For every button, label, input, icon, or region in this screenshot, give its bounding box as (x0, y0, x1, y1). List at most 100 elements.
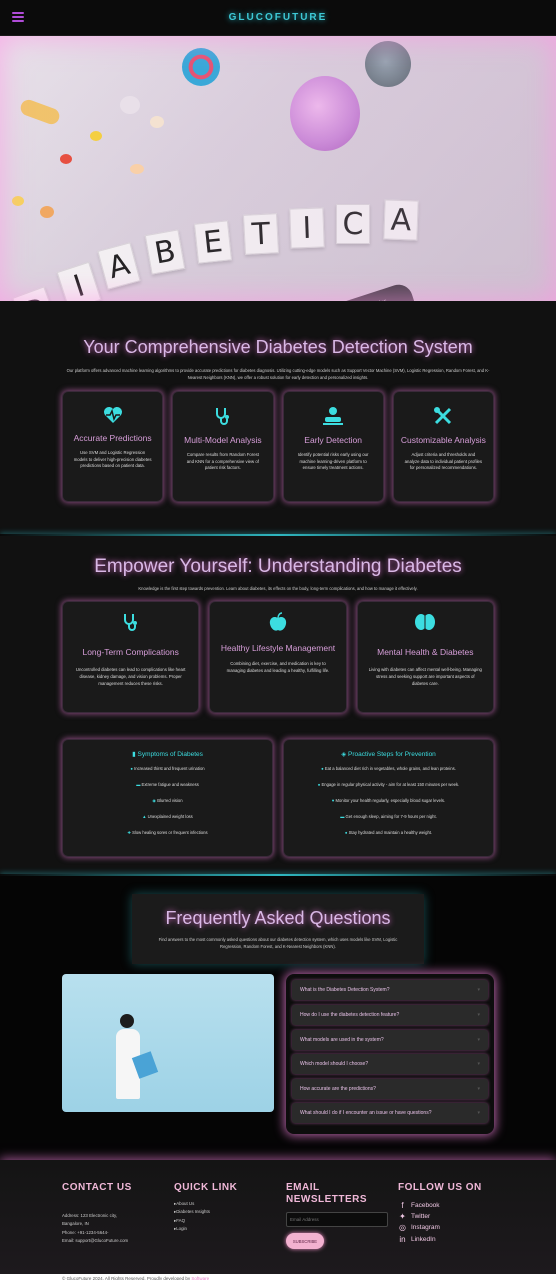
faq-question[interactable]: How accurate are the predictions? ▾ (292, 1078, 488, 1099)
hero-overlay (0, 36, 556, 301)
bullet-icon: ▸ (174, 1217, 177, 1223)
lid-image (365, 41, 411, 87)
contact-line: Bangalore, IN (62, 1221, 89, 1227)
symptom-item: ✚ Slow healing sores or frequent infecti… (127, 829, 208, 835)
doctor-icon (322, 406, 344, 429)
doctor-image (62, 974, 274, 1113)
quick-link-faq[interactable]: ▸FAQ (174, 1217, 186, 1223)
faq-body: What is the Diabetes Detection System? ▾ … (62, 974, 494, 1134)
social-link-twitter[interactable]: ✦ Twitter (399, 1212, 431, 1222)
info-card[interactable]: Long-Term Complications Uncontrolled dia… (62, 600, 200, 713)
chevron-down-icon: ▾ (477, 1012, 480, 1019)
feature-card[interactable]: Accurate Predictions Use SVM and Logisti… (62, 391, 164, 503)
faq-header: Frequently Asked Questions Find answers … (132, 894, 424, 965)
faq-accordion: What is the Diabetes Detection System? ▾ … (286, 974, 494, 1134)
feature-card[interactable]: Early Detection Identify potential risks… (282, 391, 384, 503)
faq-question[interactable]: What models are used in the system? ▾ (292, 1029, 488, 1050)
candy-image (120, 96, 140, 114)
info-title: Healthy Lifestyle Management (220, 642, 336, 653)
contact-line: Email: support@GlucoFuture.com (62, 1238, 129, 1244)
bullet-icon: ▸ (174, 1209, 177, 1215)
quick-link-insights[interactable]: ▸Diabetes Insights (174, 1209, 210, 1215)
feature-card[interactable]: Multi-Model Analysis Compare results fro… (172, 391, 274, 503)
candy-image (90, 131, 102, 141)
symptoms-card: ▮ Symptoms of Diabetes ● Increased thirs… (62, 738, 273, 857)
chevron-down-icon: ▾ (477, 987, 480, 994)
battery-icon: ▬ (136, 781, 142, 787)
social-link-linkedin[interactable]: in LinkedIn (399, 1234, 436, 1244)
subscribe-button[interactable]: SUBSCRIBE (286, 1233, 324, 1249)
bullet-icon: ▸ (174, 1226, 177, 1232)
newsletter-email-input[interactable] (286, 1212, 388, 1227)
quick-link-login[interactable]: ▸Login (174, 1226, 187, 1232)
quick-link-about[interactable]: ▸About Us (174, 1201, 195, 1206)
apple-icon (269, 611, 287, 635)
faq-question[interactable]: What is the Diabetes Detection System? ▾ (292, 980, 488, 1001)
feature-title: Accurate Predictions (73, 433, 152, 444)
prevention-title: ◈ Proactive Steps for Prevention (341, 750, 436, 758)
author-link[interactable]: Software (191, 1276, 210, 1280)
info-card[interactable]: Mental Health & Diabetes Living with dia… (356, 600, 494, 713)
brand-logo[interactable]: GLUCOFUTURE (228, 12, 328, 23)
stethoscope-icon (213, 406, 233, 429)
bullet-icon: ▸ (174, 1201, 177, 1206)
weight-icon: ▲ (142, 813, 148, 819)
intro-title: Your Comprehensive Diabetes Detection Sy… (83, 337, 473, 357)
section-divider (0, 534, 556, 536)
prevention-item: ● Stay hydrated and maintain a healthy w… (344, 829, 433, 835)
prevention-item: ● Eat a balanced diet rich in vegetables… (321, 765, 456, 771)
linkedin-icon: in (399, 1234, 406, 1244)
feature-desc: Use SVM and Logistic Regression models t… (73, 449, 152, 469)
clipboard-icon: ▮ (132, 750, 138, 758)
info-title: Long-Term Complications (82, 646, 179, 657)
symptom-item: ▲ Unexplained weight loss (142, 813, 193, 819)
faq-title: Frequently Asked Questions (165, 908, 391, 928)
faq-subtitle: Find answers to the most commonly asked … (158, 937, 398, 949)
intro-subtitle: Our platform offers advanced machine lea… (66, 368, 490, 380)
hamburger-icon[interactable] (12, 12, 24, 22)
leaf-icon: ● (321, 765, 325, 771)
feature-title: Multi-Model Analysis (184, 435, 262, 446)
top-navbar: GLUCOFUTURE (0, 0, 556, 36)
social-link-facebook[interactable]: f Facebook (398, 1200, 498, 1211)
footer: CONTACT US Address: 123 Electronic city,… (0, 1160, 556, 1280)
info-card[interactable]: Healthy Lifestyle Management Combining d… (209, 600, 347, 713)
candy-image (60, 154, 72, 164)
prevention-item: ♥ Monitor your health regularly, especia… (331, 797, 446, 803)
feature-title: Early Detection (304, 435, 362, 446)
chevron-down-icon: ▾ (477, 1061, 480, 1068)
intro-section: Your Comprehensive Diabetes Detection Sy… (0, 301, 556, 534)
bandage-icon: ✚ (127, 829, 133, 835)
candy-image (182, 48, 220, 86)
contact-title: CONTACT US (62, 1182, 132, 1193)
contact-line: Address: 123 Electronic city, (62, 1213, 118, 1218)
instagram-icon: ◎ (399, 1223, 406, 1233)
faq-section: Frequently Asked Questions Find answers … (0, 876, 556, 1160)
stethoscope-icon (121, 612, 141, 635)
letter-tile: C (336, 204, 370, 244)
faq-question[interactable]: How do I use the diabetes detection feat… (292, 1005, 488, 1026)
feature-card[interactable]: Customizable Analysis Adjust criteria an… (392, 391, 494, 503)
symptom-item: ▬ Extreme fatigue and weakness (136, 781, 199, 787)
feature-title: Customizable Analysis (400, 435, 486, 446)
copyright-bar: © GlucoFuture 2024. All Rights Reserved.… (0, 1274, 556, 1280)
symptom-item: ● Increased thirst and frequent urinatio… (130, 765, 205, 771)
bed-icon: ▬ (340, 813, 346, 819)
understand-section: Empower Yourself: Understanding Diabetes… (0, 536, 556, 874)
social-link-instagram[interactable]: ◎ Instagram (399, 1223, 440, 1233)
faq-question[interactable]: Which model should I choose? ▾ (292, 1054, 488, 1075)
doctor-head-shape (120, 1014, 134, 1029)
tools-icon (433, 406, 453, 429)
understand-subtitle: Knowledge is the first step towards prev… (138, 586, 418, 591)
social-column: FOLLOW US ON f Facebook ✦ Twitter ◎ Instagr… (398, 1182, 498, 1245)
symptom-item: ◉ Blurred vision (152, 797, 183, 803)
heartbeat-icon (103, 406, 123, 427)
social-title: FOLLOW US ON (398, 1182, 482, 1193)
faq-question[interactable]: What should I do if I encounter an issue… (292, 1103, 488, 1124)
info-desc: Combining diet, exercise, and medication… (226, 660, 330, 673)
understand-title: Empower Yourself: Understanding Diabetes (94, 556, 462, 577)
info-cards: Long-Term Complications Uncontrolled dia… (62, 600, 494, 713)
prevention-item: ● Engage in regular physical activity - … (317, 781, 460, 787)
shield-icon: ◈ (341, 750, 348, 758)
feature-desc: Identify potential risks early using our… (297, 451, 369, 471)
